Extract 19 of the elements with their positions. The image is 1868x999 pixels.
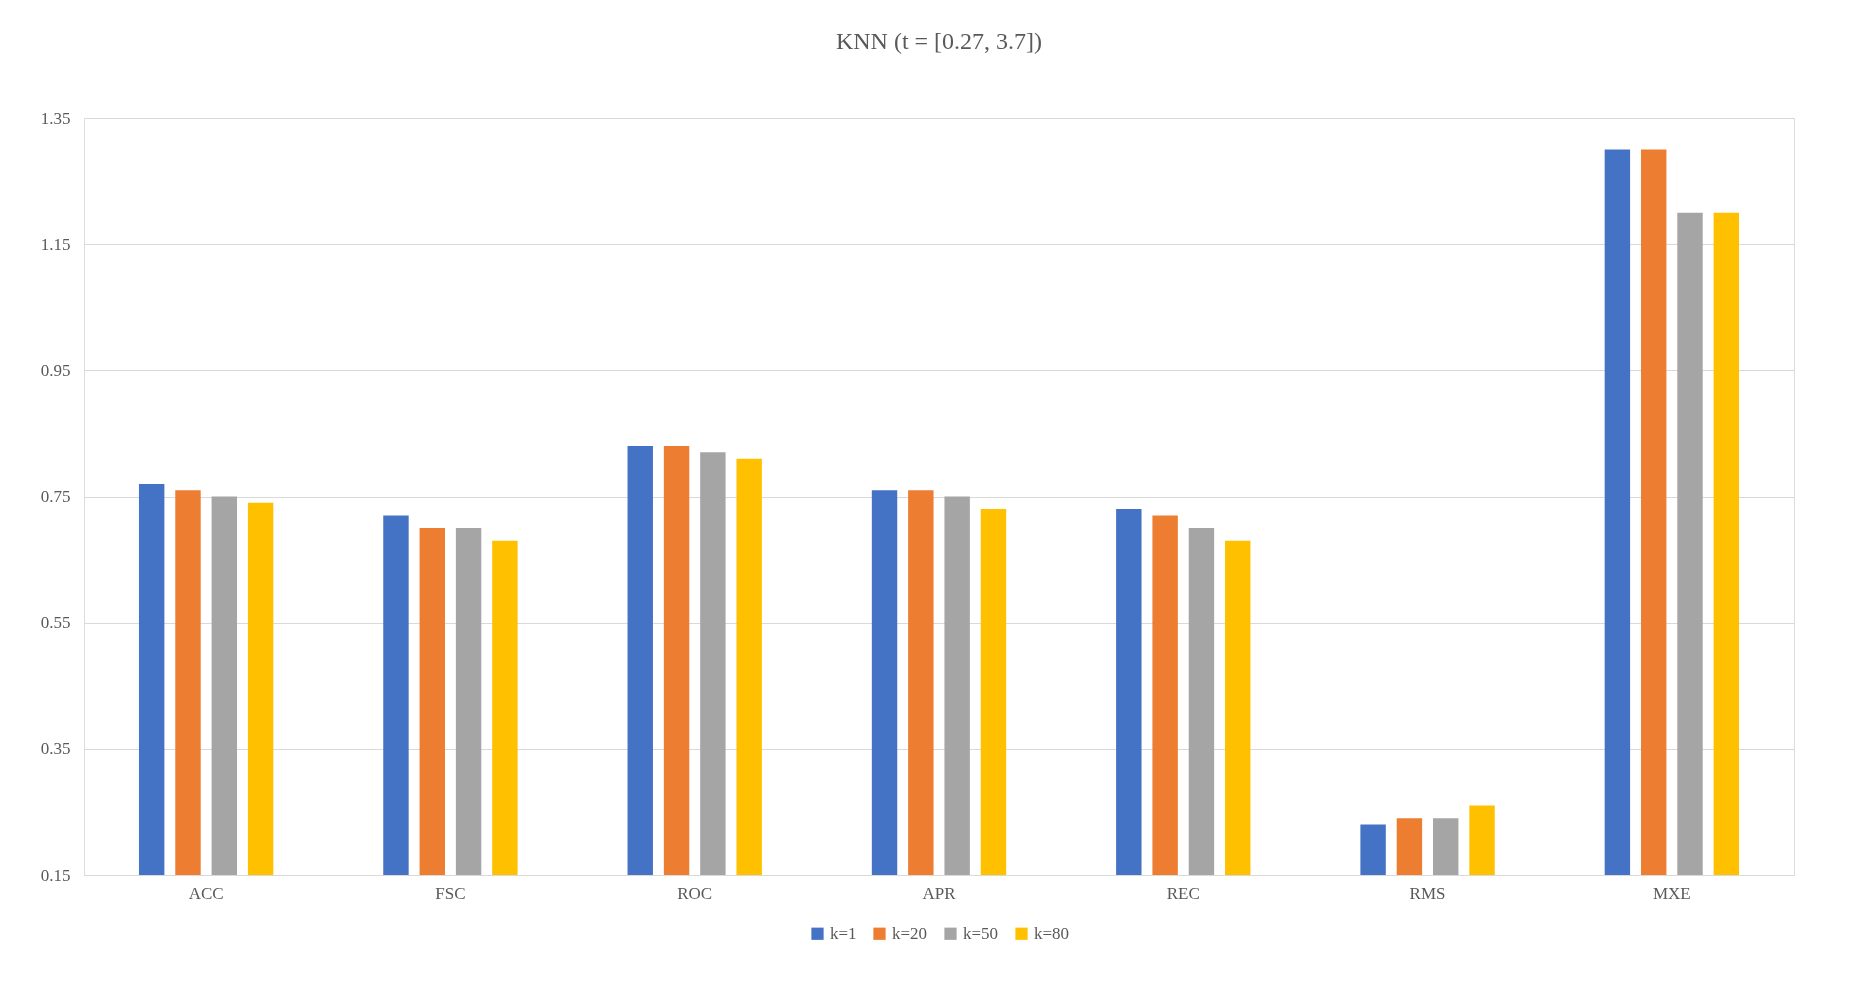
legend-label: k=20 [892, 923, 928, 943]
chart-title: KNN (t = [0.27, 3.7]) [835, 28, 1043, 54]
x-tick-label: MXE [1652, 883, 1691, 903]
x-tick-label: RMS [1409, 883, 1446, 903]
y-tick-label: 0.95 [40, 360, 71, 380]
x-tick-label: FSC [435, 883, 466, 903]
x-tick-label: REC [1166, 883, 1200, 903]
legend-label: k=1 [830, 923, 857, 943]
y-tick-label: 0.55 [40, 613, 71, 633]
legend-label: k=50 [963, 923, 999, 943]
y-tick-label: 1.35 [40, 108, 71, 128]
x-tick-label: ACC [188, 883, 224, 903]
y-tick-label: 0.75 [40, 487, 71, 506]
x-tick-label: APR [922, 883, 957, 903]
legend-label: k=80 [1034, 923, 1070, 943]
x-tick-label: ROC [677, 883, 713, 903]
y-tick-label: 0.15 [40, 865, 71, 885]
y-tick-label: 1.15 [40, 234, 71, 254]
y-tick-label: 0.35 [40, 739, 71, 759]
